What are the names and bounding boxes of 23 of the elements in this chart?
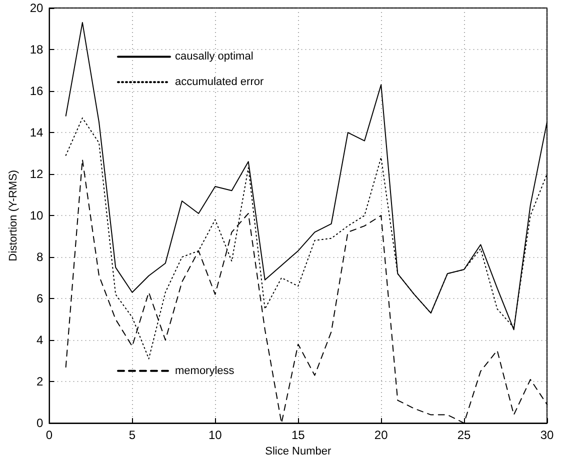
y-tick-label: 4	[36, 333, 44, 348]
x-tick-label: 30	[540, 428, 554, 442]
x-tick-label: 25	[457, 428, 472, 442]
y-axis-title: Distortion (Y-RMS)	[8, 170, 20, 262]
legend-label: causally optimal	[175, 50, 254, 63]
y-tick-label: 12	[30, 167, 44, 182]
y-tick-label: 18	[30, 42, 44, 57]
legend-label: memoryless	[175, 364, 235, 377]
y-tick-label: 16	[30, 84, 44, 98]
y-tick-label: 6	[36, 292, 44, 306]
y-tick-label: 20	[30, 1, 44, 15]
y-tick-label: 10	[30, 208, 44, 223]
x-tick-label: 20	[374, 428, 388, 442]
x-tick-label: 0	[46, 428, 53, 442]
legend-label: accumulated error	[175, 76, 264, 88]
y-tick-label: 0	[36, 416, 44, 430]
x-axis-title: Slice Number	[265, 446, 332, 458]
x-tick-label: 5	[128, 428, 136, 442]
y-tick-label: 2	[36, 374, 44, 389]
x-tick-label: 10	[208, 428, 222, 442]
y-tick-label: 14	[30, 126, 44, 140]
x-tick-label: 15	[291, 428, 306, 442]
y-tick-label: 8	[36, 250, 44, 264]
